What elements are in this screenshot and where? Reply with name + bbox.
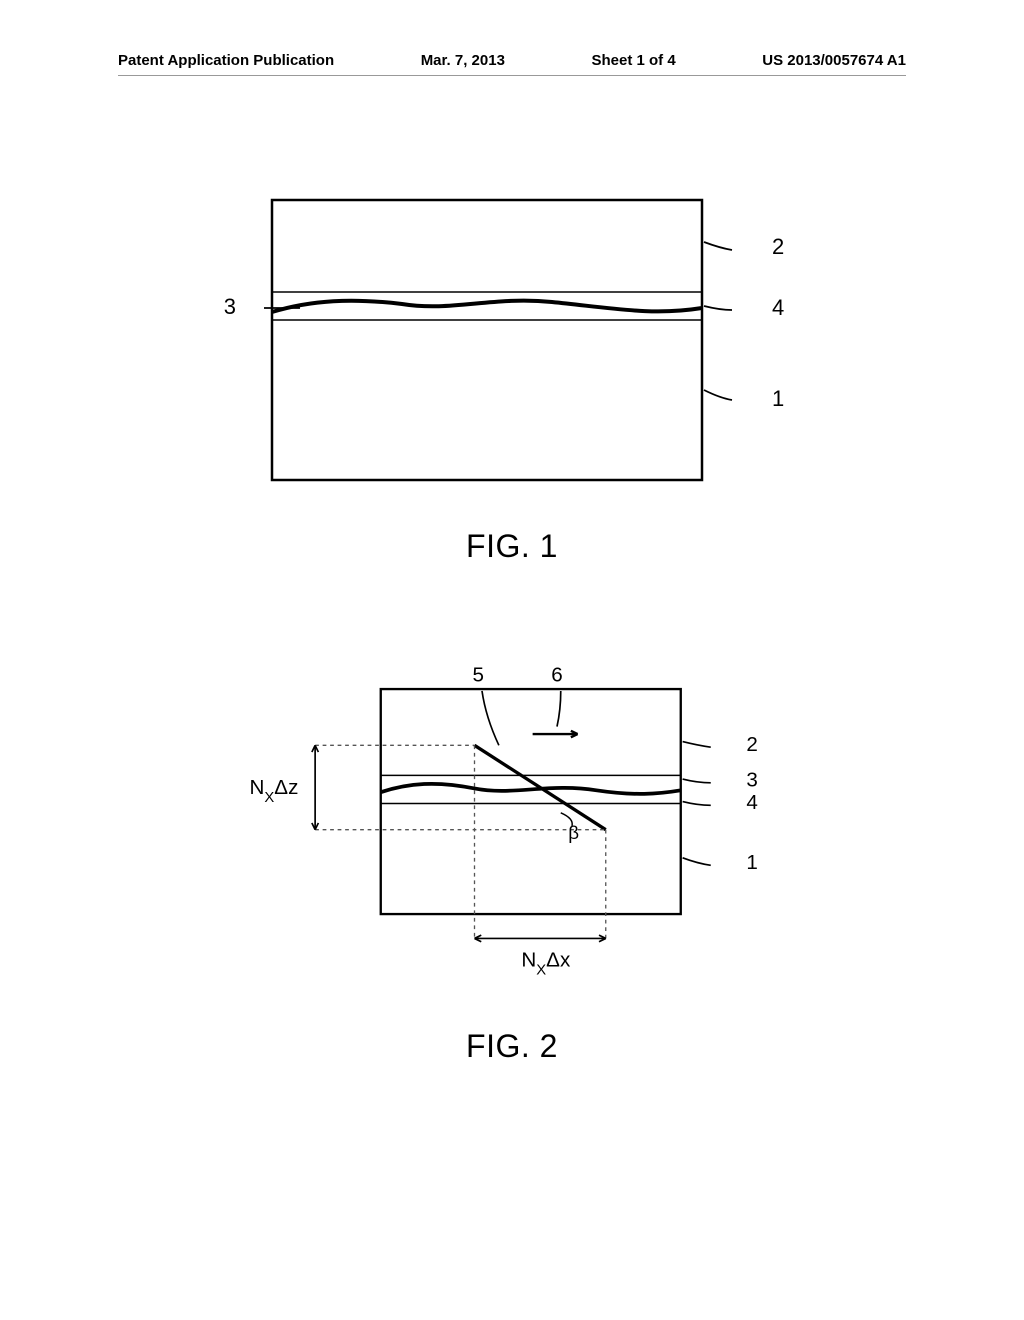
figure-2-svg: NXΔz NXΔx β 5 6 2 34 1 <box>212 640 812 1010</box>
svg-text:2: 2 <box>772 234 784 259</box>
svg-text:1: 1 <box>772 386 784 411</box>
figure-1-svg: 2 4 1 3 <box>202 180 822 510</box>
publication-date: Mar. 7, 2013 <box>421 52 505 69</box>
publication-type: Patent Application Publication <box>118 52 334 69</box>
figure-2-caption: FIG. 2 <box>0 1028 1024 1065</box>
svg-text:3: 3 <box>746 769 757 792</box>
figure-1-caption: FIG. 1 <box>0 528 1024 565</box>
page-header: Patent Application Publication Mar. 7, 2… <box>118 52 906 76</box>
svg-text:5: 5 <box>473 664 484 687</box>
svg-text:4: 4 <box>772 295 784 320</box>
svg-text:1: 1 <box>746 851 757 874</box>
svg-text:3: 3 <box>224 294 236 319</box>
svg-text:4: 4 <box>746 791 757 814</box>
svg-text:NXΔx: NXΔx <box>521 949 571 979</box>
publication-number: US 2013/0057674 A1 <box>762 52 906 69</box>
figure-2-area: NXΔz NXΔx β 5 6 2 34 1 FIG. 2 <box>0 640 1024 1110</box>
svg-text:6: 6 <box>551 664 562 687</box>
sheet-number: Sheet 1 of 4 <box>591 52 675 69</box>
svg-text:2: 2 <box>746 733 757 756</box>
patent-page: Patent Application Publication Mar. 7, 2… <box>0 0 1024 1320</box>
figure-1-area: 2 4 1 3 FIG. 1 <box>0 180 1024 610</box>
svg-text:NXΔz: NXΔz <box>250 776 299 806</box>
svg-text:β: β <box>568 822 579 843</box>
